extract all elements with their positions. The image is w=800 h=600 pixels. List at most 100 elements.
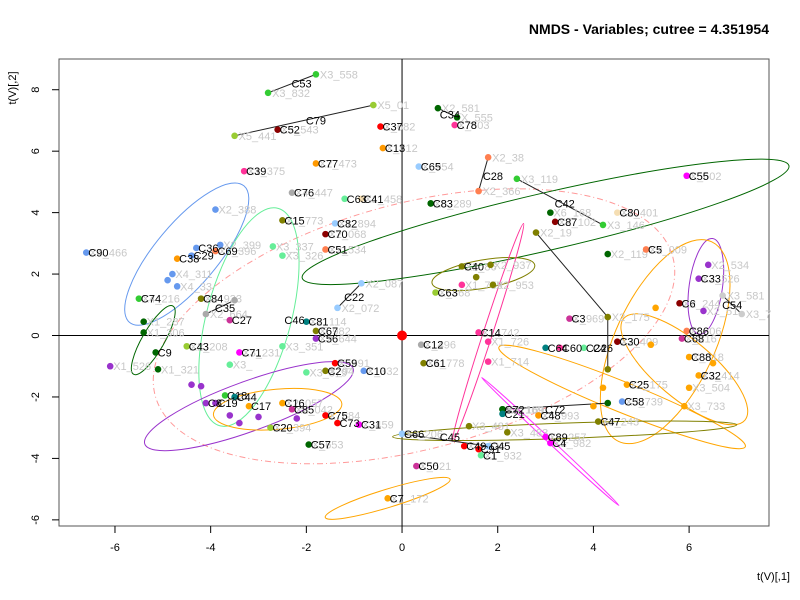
cluster-end-point [231,132,238,140]
point-label: C44 [237,392,257,404]
point-label: C68 [684,334,704,346]
chart-title: NMDS - Variables; cutree = 4.351954 [529,21,769,37]
member-label: X_332 [367,366,399,378]
point-label: C72 [505,404,525,416]
data-point [197,382,205,390]
point-label: C47 [600,417,620,429]
member-label: X2_366 [483,186,521,198]
member-label: X2_534 [328,244,366,256]
data-point [231,393,238,401]
data-point [652,304,659,312]
data-point [188,381,195,388]
cluster-label: C35 [215,303,235,315]
member-label: X1_714 [491,357,529,369]
member-label: X3_558 [320,69,358,81]
data-point [303,369,310,376]
cluster-end-point [604,313,612,321]
x-axis-label: t(V)[,1] [757,571,790,583]
cluster-end-point [604,366,612,373]
member-label: X1_287 [147,317,185,329]
data-point [484,442,492,450]
data-point [106,362,114,370]
cluster-end-point [434,104,442,112]
member-label: X4_169 [507,404,545,416]
member-label: X_512 [386,143,418,155]
point-label: C3 [571,314,585,326]
data-point [279,399,286,407]
cluster-segment-c34 [437,107,458,118]
member-label: X2_38 [492,152,524,164]
cluster-label: C45 [440,432,460,444]
data-point [683,172,691,180]
member-label: X2_396 [218,246,256,258]
data-point [475,445,482,453]
data-point [358,195,365,203]
cluster-label: C54 [722,300,742,312]
member-label: X8_289 [434,198,472,210]
point-label: C85 [294,404,314,416]
data-point [331,359,339,367]
point-label: C38 [179,254,199,266]
member-label: X_954 [422,162,454,174]
data-point [618,398,626,405]
data-point [305,441,313,448]
point-label: C64 [548,343,568,355]
point-label: C55 [689,171,709,183]
cluster-end-point [475,187,482,195]
data-point [499,405,506,413]
data-point [236,349,243,356]
cluster-ellipse-c33-purple [687,237,725,335]
cluster-label: C26 [593,343,613,355]
point-label: C37 [383,122,403,134]
data-point [614,209,621,216]
member-label: X3_543 [281,125,319,137]
member-label: X3_7 [746,309,772,321]
data-point [240,167,248,175]
data-point [594,418,602,425]
y-tick-label: 0 [30,332,42,338]
member-label: X3_337 [276,241,314,253]
point-label: C20 [272,423,292,435]
x-tick-label: 4 [590,542,596,554]
member-label: X_682 [384,122,416,134]
data-point [417,341,425,349]
member-label: X1_458 [364,194,402,206]
cluster-segment-c79 [234,104,374,137]
data-point [274,126,281,133]
data-point [236,419,243,427]
x-tick-label: 2 [495,542,501,554]
member-label: X3_733 [687,401,725,413]
data-point [535,412,542,419]
data-point [477,452,485,459]
data-point [221,392,229,399]
cluster-segment-c42 [516,178,604,226]
point-label: C51 [327,244,347,256]
point-label: C82 [337,218,357,230]
cluster-ellipse-c15-green [198,207,300,427]
member-label: X2_399 [223,240,261,252]
data-point [451,121,458,129]
point-label: C60 [562,343,582,355]
data-point [599,384,607,392]
member-label: X2_644 [319,334,357,346]
cluster-end-point [231,296,238,304]
y-tick-label: -4 [30,454,42,464]
data-point [398,430,406,438]
member-label: X1_306 [147,327,185,339]
point-label: C24 [586,343,606,355]
member-label: X2_102 [558,217,596,229]
data-point [542,344,549,352]
data-point [212,247,219,255]
member-label: X3_581 [727,291,765,303]
member-label: X2_057 [285,398,323,410]
point-label: C10 [366,366,386,378]
member-label: X2_401 [620,208,658,220]
member-label: X2_388 [218,205,256,217]
data-point [169,270,176,278]
member-label: X1_773 [285,215,323,227]
cluster-segment-c54 [722,295,743,315]
member-label: X_555 [461,112,493,124]
x-tick-label: -2 [301,542,311,554]
data-point [499,410,506,418]
member-label: X5_01 [377,100,409,112]
